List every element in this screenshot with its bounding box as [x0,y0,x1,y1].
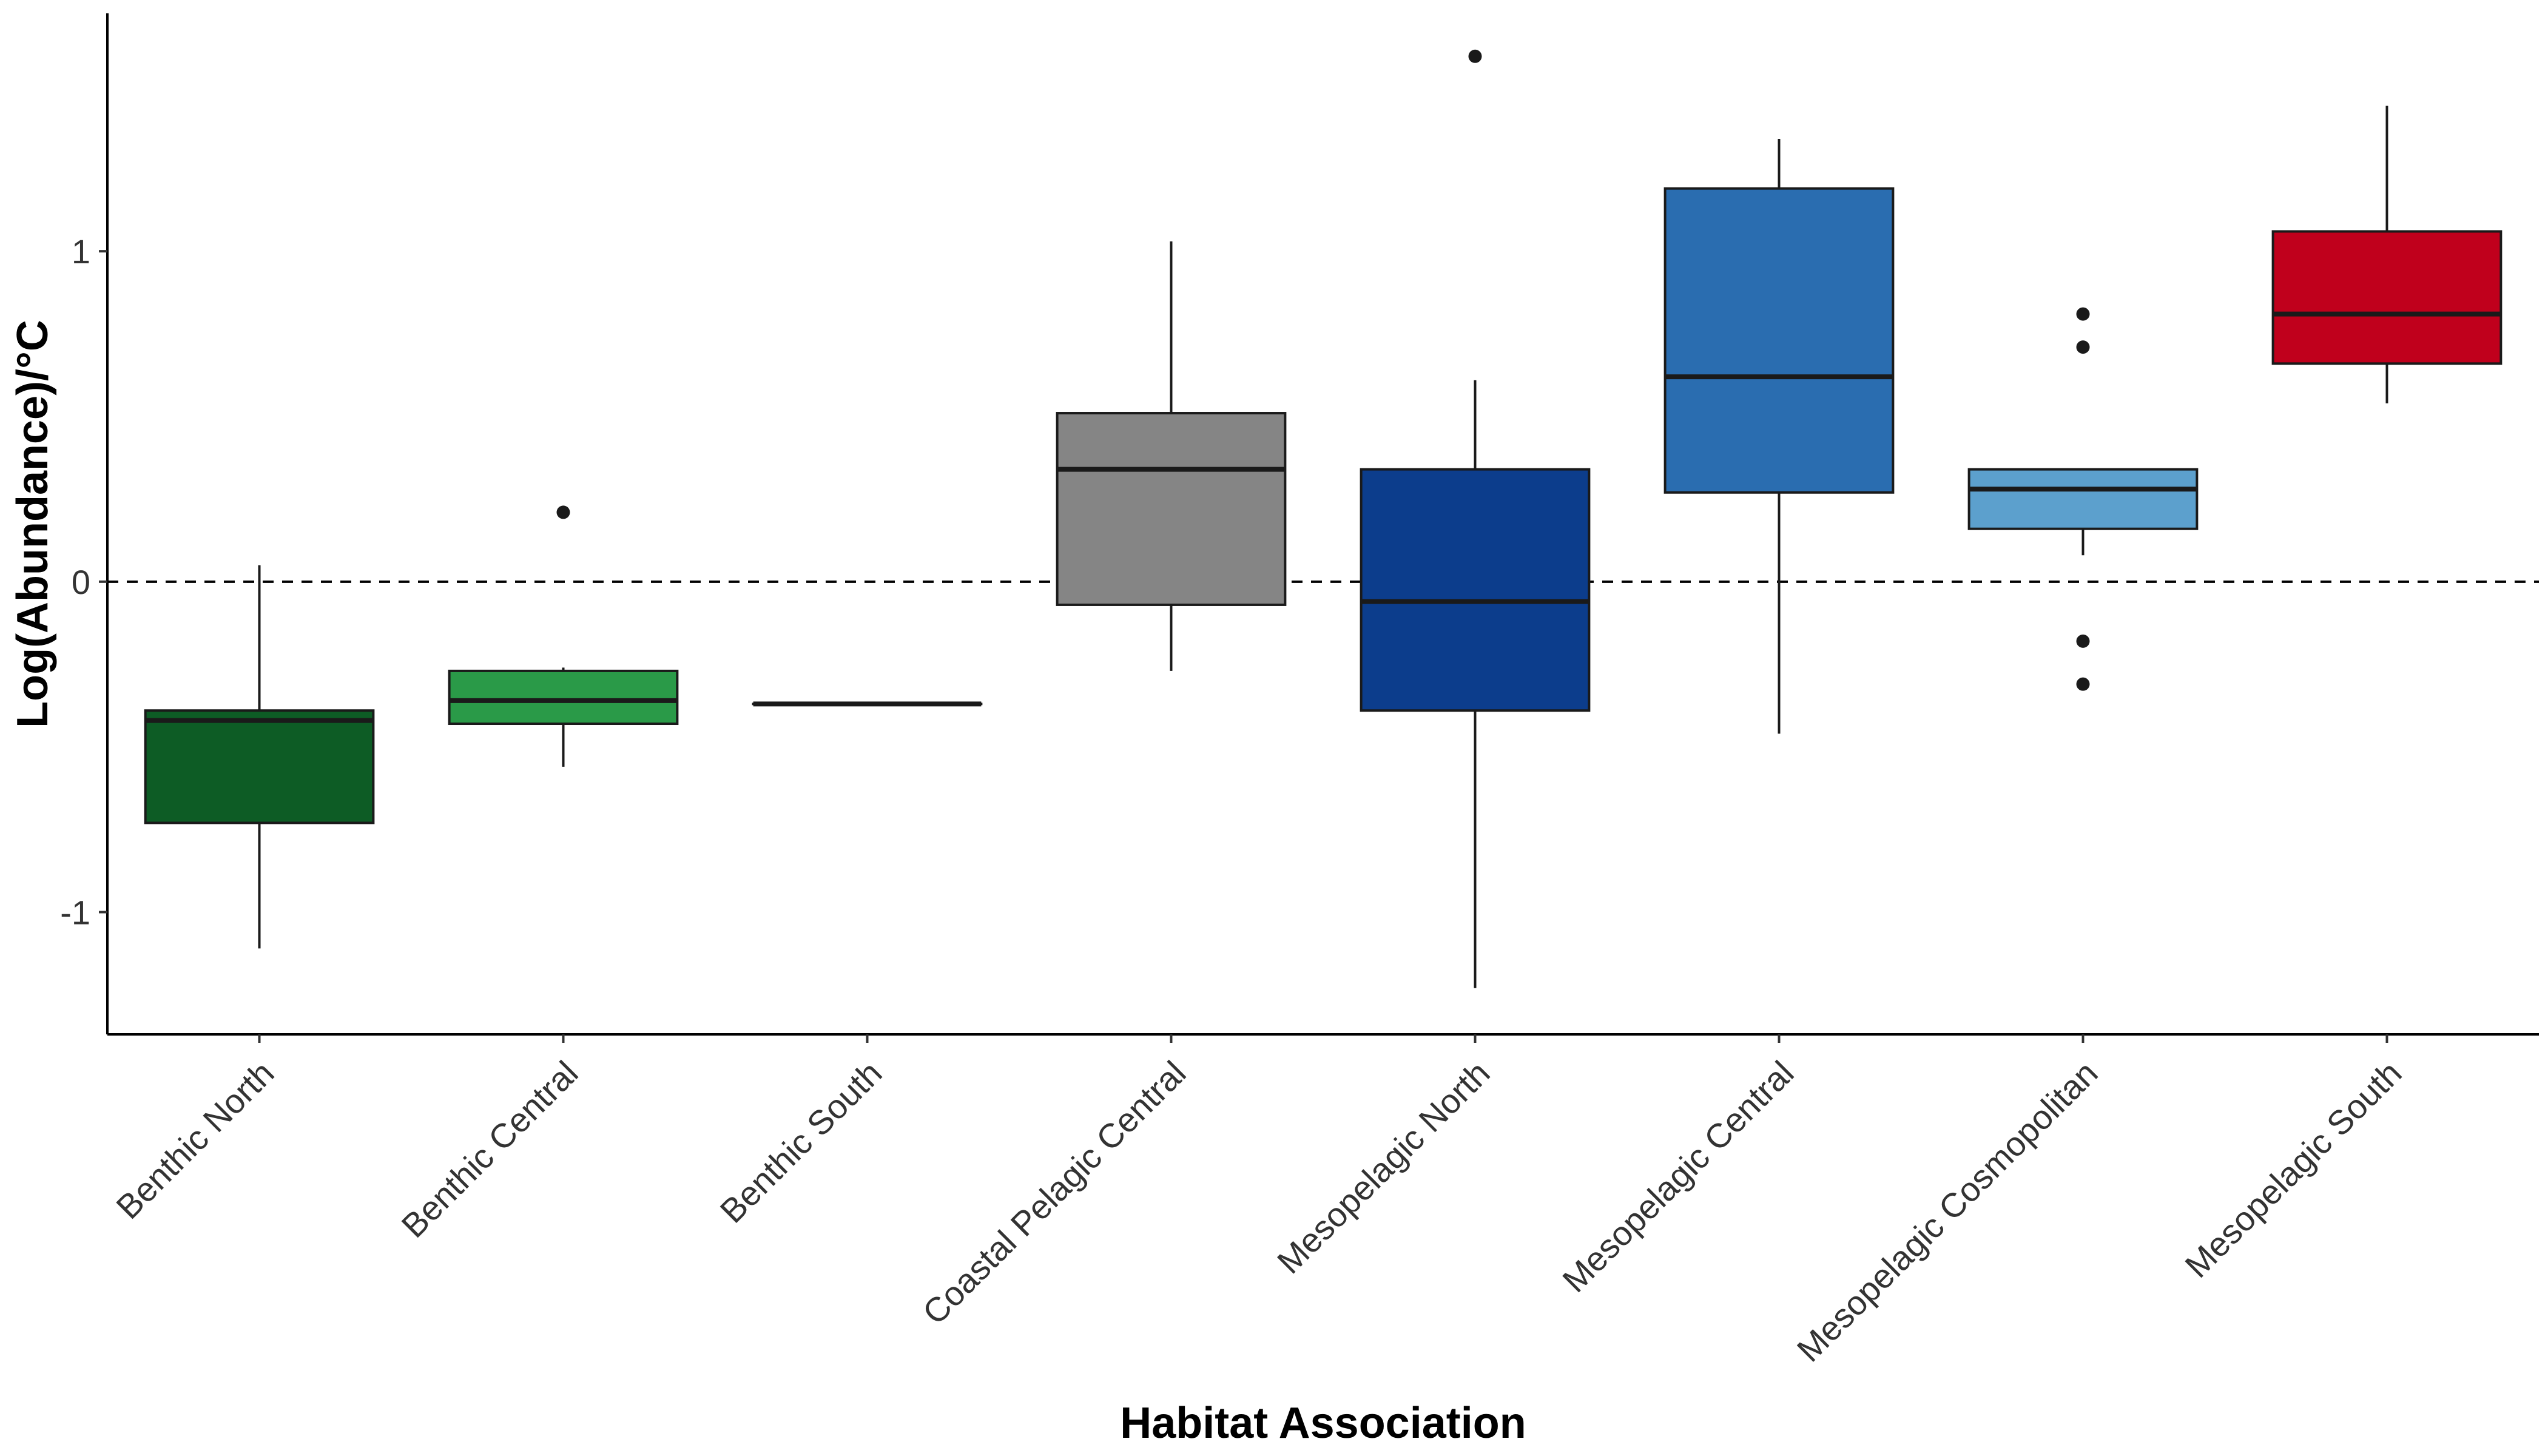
y-axis-ticks: -1 0 1 [60,232,107,931]
x-axis-title: Habitat Association [1120,1399,1526,1448]
outlier-point [2076,634,2090,648]
box-series [144,49,2502,988]
box-group [1663,138,1895,734]
box-body [1360,468,1591,712]
box-body [1056,412,1287,606]
box-body [448,669,679,726]
x-tick-label: Benthic Central [394,1054,585,1245]
x-tick-label: Mesopelagic South [2177,1054,2408,1285]
outlier-point [556,505,570,519]
box-body [1663,187,1895,494]
x-tick-label: Mesopelagic Central [1555,1054,1801,1300]
box-body [1967,468,2199,530]
outlier-point [2076,307,2090,321]
box-group [1967,307,2199,691]
box-group [1360,49,1591,988]
x-tick-label: Coastal Pelagic Central [915,1054,1193,1332]
outlier-point [2076,340,2090,354]
x-tick-label: Benthic South [713,1054,889,1230]
box-group [2271,106,2502,403]
x-tick-label: Mesopelagic Cosmopolitan [1790,1054,2105,1369]
y-tick-label: -1 [60,893,90,931]
box-body [144,709,375,824]
y-tick-label: 1 [72,232,90,271]
x-tick-label: Benthic North [109,1054,281,1226]
box-body [2271,230,2502,365]
box-group [144,565,375,949]
x-axis-ticks: Benthic North Benthic Central Benthic Sout… [109,1034,2409,1369]
outlier-point [2076,677,2090,691]
outlier-point [1468,49,1482,63]
y-axis-title: Log(Abundance)/°C [8,320,57,728]
x-tick-label: Mesopelagic North [1270,1054,1497,1281]
box-group [448,505,679,767]
box-group [1056,241,1287,671]
y-tick-label: 0 [72,563,90,601]
